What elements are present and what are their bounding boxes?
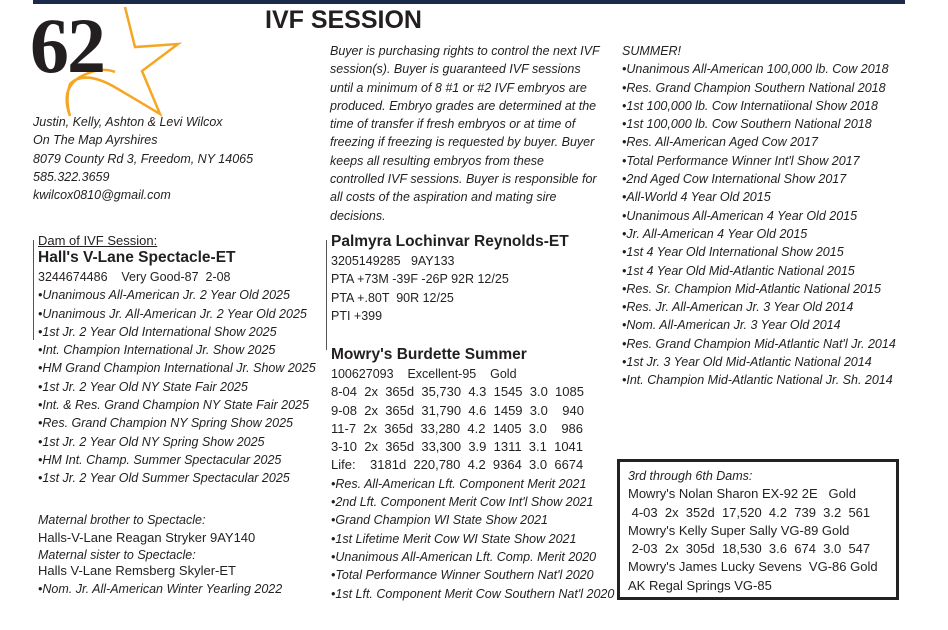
award-item: •Total Performance Winner Int'l Show 201… xyxy=(622,153,860,168)
dam-label: Dam of IVF Session: xyxy=(38,233,158,248)
granddam-section: Mowry's Burdette Summer 100627093 Excell… xyxy=(331,345,614,603)
sister-name: Halls V-Lane Remsberg Skyler-ET xyxy=(38,562,236,578)
award-item: •2nd Lft. Component Merit Cow Int'l Show… xyxy=(331,495,594,510)
award-item: •1st 4 Year Old Mid-Atlantic National 20… xyxy=(622,263,855,278)
award-item: •1st 4 Year Old International Show 2015 xyxy=(622,245,844,260)
award-item: •All-World 4 Year Old 2015 xyxy=(622,190,771,205)
award-item: •Int. Champion Mid-Atlantic National Jr.… xyxy=(622,373,893,388)
award-item: •1st 100,000 lb. Cow Southern National 2… xyxy=(622,117,872,132)
award-item: •2nd Aged Cow International Show 2017 xyxy=(622,172,847,187)
dam-info: 3244674486 Very Good-87 2-08 xyxy=(38,270,231,284)
award-item: •Unanimous Jr. All-American Jr. 2 Year O… xyxy=(38,306,307,321)
star-icon xyxy=(65,6,183,118)
granddam-name: Mowry's Burdette Summer xyxy=(331,346,527,363)
dam-line: 4-03 2x 352d 17,520 4.2 739 3.2 561 xyxy=(628,504,871,520)
terms-text: Buyer is purchasing rights to control th… xyxy=(330,44,600,223)
record-row: Life: 3181d 220,780 4.2 9364 3.0 6674 xyxy=(331,457,584,473)
award-item: •Int. & Res. Grand Champion NY State Fai… xyxy=(38,398,309,413)
contact-farm: On The Map Ayrshires xyxy=(33,133,158,148)
dams-box: 3rd through 6th Dams: Mowry's Nolan Shar… xyxy=(617,459,899,600)
siblings: Maternal brother to Spectacle: Halls-V-L… xyxy=(38,511,282,598)
award-item: •Res. Grand Champion Southern National 2… xyxy=(622,80,886,95)
lot-number: 62 xyxy=(30,2,106,89)
award-item: •1st Jr. 3 Year Old Mid-Atlantic Nationa… xyxy=(622,355,872,370)
brother-label: Maternal brother to Spectacle: xyxy=(38,513,206,527)
award-item: •Int. Champion International Jr. Show 20… xyxy=(38,343,276,358)
dam-line: Mowry's Kelly Super Sally VG-89 Gold xyxy=(628,522,850,538)
granddam-info: 100627093 Excellent-95 Gold xyxy=(331,367,517,381)
brother-name: Halls-V-Lane Reagan Stryker 9AY140 xyxy=(38,530,256,546)
dam-name: Hall's V-Lane Spectacle-ET xyxy=(38,249,236,266)
dam-line: AK Regal Springs VG-85 xyxy=(628,577,772,593)
dam-section: Dam of IVF Session: Hall's V-Lane Specta… xyxy=(38,233,316,488)
record-row: 11-7 2x 365d 33,280 4.2 1405 3.0 986 xyxy=(331,420,584,436)
record-row: 8-04 2x 365d 35,730 4.3 1545 3.0 1085 xyxy=(331,384,584,400)
award-item: •Grand Champion WI State Show 2021 xyxy=(331,513,548,528)
sire-section: Palmyra Lochinvar Reynolds-ET 3205149285… xyxy=(331,232,569,325)
award-item: •1st Jr. 2 Year Old Summer Spectacular 2… xyxy=(38,471,290,486)
award-item: •Res. Grand Champion Mid-Atlantic Nat'l … xyxy=(622,336,896,351)
record-row: 3-10 2x 365d 33,300 3.9 1311 3.1 1041 xyxy=(331,439,584,455)
top-bar xyxy=(33,0,905,4)
granddam-awards: •Res. All-American Lft. Component Merit … xyxy=(331,475,614,603)
dam-line: 2-03 2x 305d 18,530 3.6 674 3.0 547 xyxy=(628,541,871,557)
award-item: •Jr. All-American 4 Year Old 2015 xyxy=(622,226,808,241)
award-item: •HM Int. Champ. Summer Spectacular 2025 xyxy=(38,452,282,467)
record-row: 9-08 2x 365d 31,790 4.6 1459 3.0 940 xyxy=(331,402,584,418)
award-item: •Res. All-American Aged Cow 2017 xyxy=(622,135,818,150)
dam-awards: •Unanimous All-American Jr. 2 Year Old 2… xyxy=(38,286,316,487)
page-title: IVF SESSION xyxy=(265,6,422,34)
sire-line: PTA +.80T 90R 12/25 xyxy=(331,290,454,305)
award-item: •1st Jr. 2 Year Old NY Spring Show 2025 xyxy=(38,434,265,449)
contact-block: Justin, Kelly, Ashton & Levi Wilcox On T… xyxy=(33,113,253,204)
sire-line: PTA +73M -39F -26P 92R 12/25 xyxy=(331,272,509,287)
award-item: •Res. All-American Lft. Component Merit … xyxy=(331,476,587,491)
award-item: •HM Grand Champion International Jr. Sho… xyxy=(38,361,316,376)
award-item: •Unanimous All-American 100,000 lb. Cow … xyxy=(622,62,889,77)
award-item: •Res. Sr. Champion Mid-Atlantic National… xyxy=(622,281,881,296)
dam-line: Mowry's James Lucky Sevens VG-86 Gold xyxy=(628,559,878,575)
award-item: •1st Lft. Component Merit Cow Southern N… xyxy=(331,586,615,601)
award-item: •Res. Grand Champion NY Spring Show 2025 xyxy=(38,416,293,431)
sire-lines: 3205149285 9AY133 PTA +73M -39F -26P 92R … xyxy=(331,252,569,325)
award-item: •Nom. All-American Jr. 3 Year Old 2014 xyxy=(622,318,841,333)
summer-label: SUMMER! xyxy=(622,44,682,58)
dams-box-label: 3rd through 6th Dams: xyxy=(628,469,753,483)
award-item: •1st Lifetime Merit Cow WI State Show 20… xyxy=(331,531,577,546)
divider xyxy=(326,240,327,350)
award-item: •1st 100,000 lb. Cow Internatiional Show… xyxy=(622,98,878,113)
sister-label: Maternal sister to Spectacle: xyxy=(38,547,196,562)
contact-names: Justin, Kelly, Ashton & Levi Wilcox xyxy=(33,115,223,129)
sister-note: •Nom. Jr. All-American Winter Yearling 2… xyxy=(38,581,283,596)
granddam-records: 8-04 2x 365d 35,730 4.3 1545 3.0 1085 9-0… xyxy=(331,383,614,474)
award-item: •Res. Jr. All-American Jr. 3 Year Old 20… xyxy=(622,300,854,315)
sire-name: Palmyra Lochinvar Reynolds-ET xyxy=(331,233,569,250)
sire-line: 3205149285 9AY133 xyxy=(331,254,455,268)
summer-awards: •Unanimous All-American 100,000 lb. Cow … xyxy=(622,60,896,389)
award-item: •1st Jr. 2 Year Old International Show 2… xyxy=(38,324,277,339)
divider xyxy=(33,240,34,340)
sire-line: PTI +399 xyxy=(331,308,383,323)
dams-lines: Mowry's Nolan Sharon EX-92 2E Gold 4-03 … xyxy=(628,485,888,595)
award-item: •1st Jr. 2 Year Old NY State Fair 2025 xyxy=(38,379,248,394)
dam-line: Mowry's Nolan Sharon EX-92 2E Gold xyxy=(628,486,856,502)
contact-address: 8079 County Rd 3, Freedom, NY 14065 xyxy=(33,151,254,166)
award-item: •Unanimous All-American Jr. 2 Year Old 2… xyxy=(38,288,290,303)
summer-section: SUMMER! •Unanimous All-American 100,000 … xyxy=(622,42,896,390)
contact-email: kwilcox0810@gmail.com xyxy=(33,188,171,203)
award-item: •Total Performance Winner Southern Nat'l… xyxy=(331,568,594,583)
award-item: •Unanimous All-American Lft. Comp. Merit… xyxy=(331,549,597,564)
award-item: •Unanimous All-American 4 Year Old 2015 xyxy=(622,208,858,223)
contact-phone: 585.322.3659 xyxy=(33,169,110,184)
